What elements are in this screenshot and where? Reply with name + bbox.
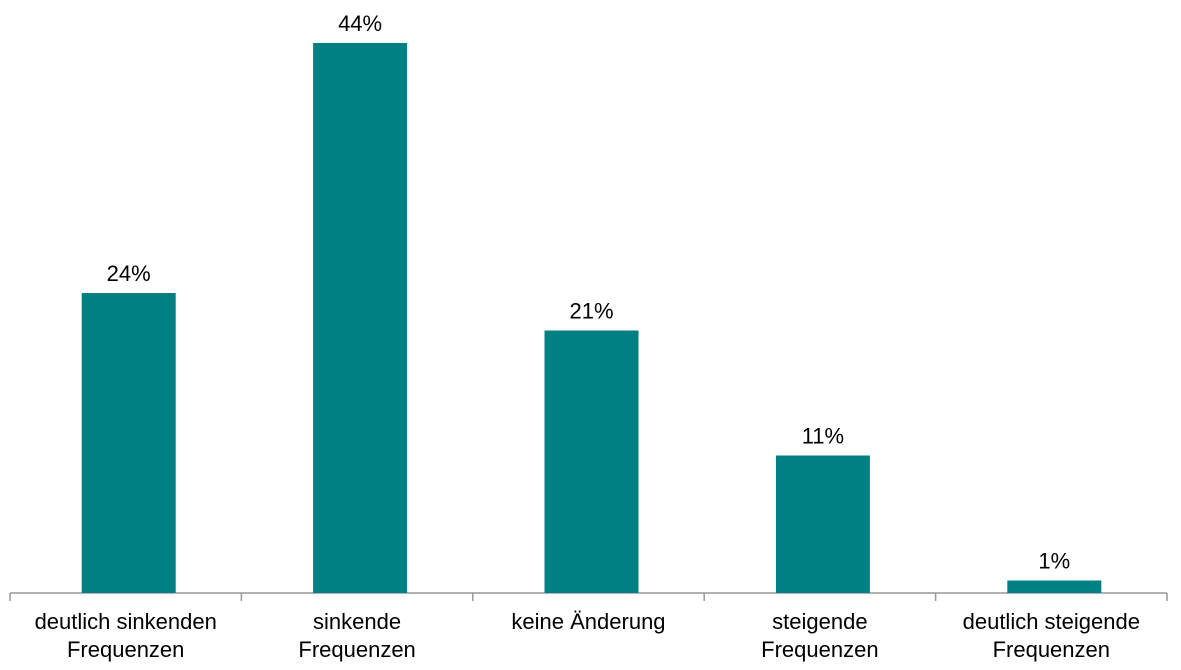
x-tick-label: deutlich sinkenden Frequenzen (34, 609, 217, 662)
data-label: 21% (569, 299, 613, 324)
data-label: 1% (1038, 549, 1070, 574)
bar (1007, 580, 1102, 593)
x-tick-label: deutlich steigende Frequenzen (962, 609, 1140, 662)
data-label: 11% (802, 424, 844, 449)
data-label: 44% (338, 11, 382, 36)
bar (313, 43, 408, 593)
x-tick-label: steigende Frequenzen (761, 609, 879, 662)
data-label: 24% (107, 261, 151, 286)
bar (775, 455, 870, 593)
bar (544, 330, 639, 593)
bar (81, 293, 176, 593)
x-tick-label: sinkende Frequenzen (298, 609, 416, 662)
x-tick-label: keine Änderung (511, 609, 666, 634)
